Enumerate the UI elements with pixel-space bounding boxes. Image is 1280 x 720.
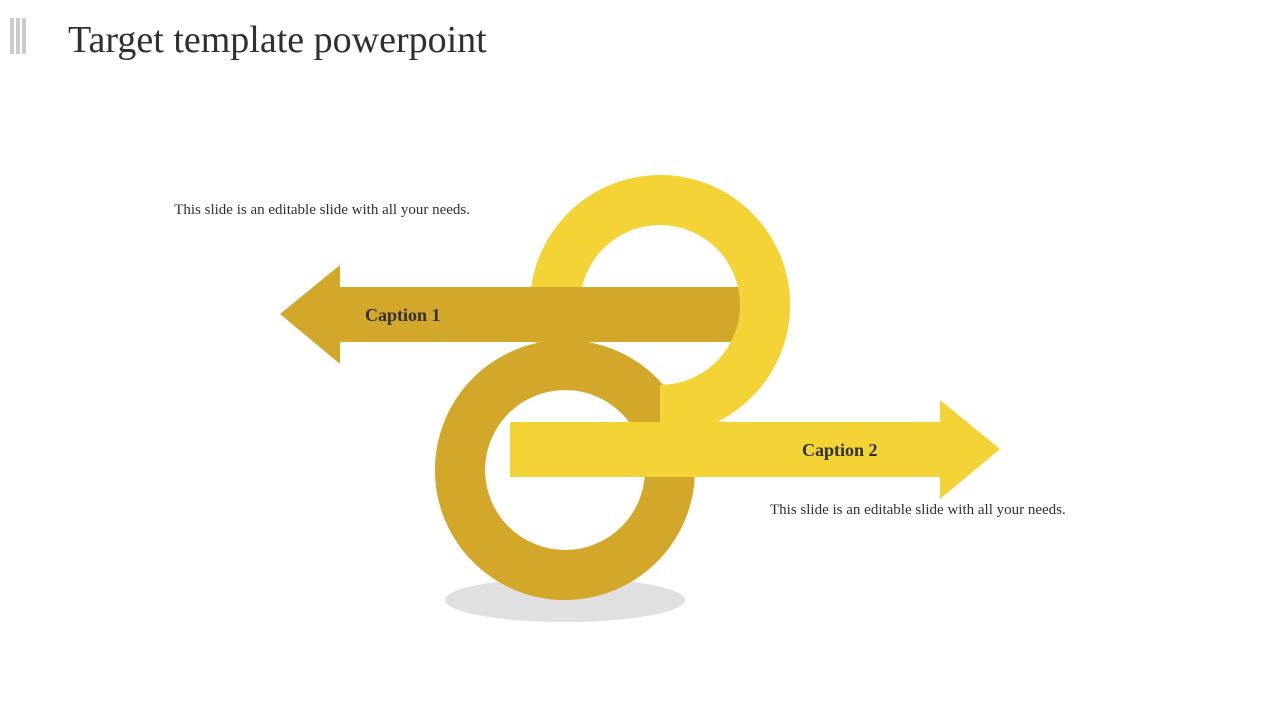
page-title: Target template powerpoint — [68, 18, 487, 62]
title-decor-bars — [10, 18, 26, 54]
caption-2-label: Caption 2 — [802, 440, 878, 461]
caption-2-description: This slide is an editable slide with all… — [770, 500, 1070, 520]
caption-1-label: Caption 1 — [365, 305, 441, 326]
interlocking-arrows-diagram — [280, 160, 1000, 640]
caption-1-description: This slide is an editable slide with all… — [170, 200, 470, 220]
